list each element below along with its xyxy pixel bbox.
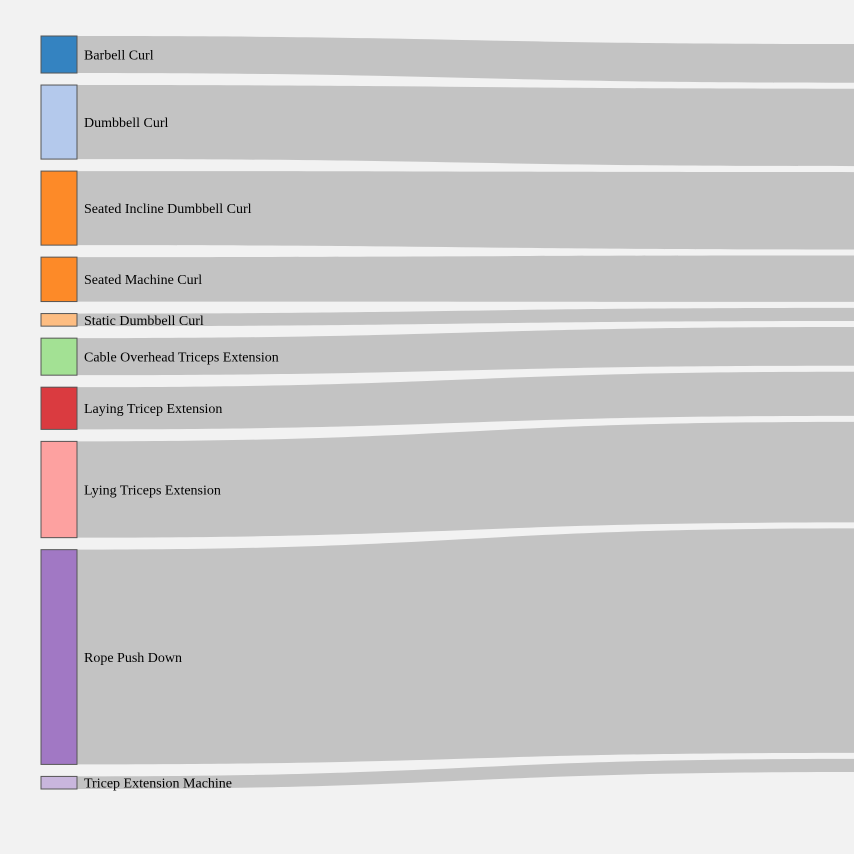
node-label-lying-triceps-extension: Lying Triceps Extension xyxy=(84,483,221,498)
link-dumbbell-curl xyxy=(77,85,854,167)
link-laying-tricep-extension xyxy=(77,371,854,430)
link-seated-incline-dumbbell-curl xyxy=(77,171,854,250)
node-seated-machine-curl xyxy=(40,256,78,303)
node-rope-push-down xyxy=(40,549,78,765)
node-label-dumbbell-curl: Dumbbell Curl xyxy=(84,116,168,131)
node-static-dumbbell-curl xyxy=(40,313,78,327)
sankey-nodes: Barbell Curl Dumbbell Curl Seated Incline … xyxy=(40,35,279,792)
node-cable-overhead-triceps-extension xyxy=(40,337,78,376)
node-dumbbell-curl xyxy=(40,84,78,160)
node-tricep-extension-machine xyxy=(40,775,78,790)
link-cable-overhead-triceps-extension xyxy=(77,327,854,376)
node-lying-triceps-extension xyxy=(40,440,78,539)
link-tricep-extension-machine xyxy=(77,758,854,789)
node-label-seated-machine-curl: Seated Machine Curl xyxy=(84,273,202,288)
node-label-barbell-curl: Barbell Curl xyxy=(84,48,154,63)
link-seated-machine-curl xyxy=(77,255,854,302)
link-static-dumbbell-curl xyxy=(77,307,854,327)
node-label-rope-push-down: Rope Push Down xyxy=(84,651,182,666)
node-label-cable-overhead-triceps-extension: Cable Overhead Triceps Extension xyxy=(84,351,279,366)
node-label-laying-tricep-extension: Laying Tricep Extension xyxy=(84,402,222,417)
node-barbell-curl xyxy=(40,35,78,74)
link-barbell-curl xyxy=(77,36,854,83)
node-seated-incline-dumbbell-curl xyxy=(40,170,78,246)
node-label-tricep-extension-machine: Tricep Extension Machine xyxy=(84,777,232,792)
link-lying-triceps-extension xyxy=(77,421,854,538)
sankey-links xyxy=(77,36,854,789)
link-rope-push-down xyxy=(77,528,854,765)
node-laying-tricep-extension xyxy=(40,386,78,430)
node-label-static-dumbbell-curl: Static Dumbbell Curl xyxy=(84,314,204,329)
node-label-seated-incline-dumbbell-curl: Seated Incline Dumbbell Curl xyxy=(84,202,252,217)
